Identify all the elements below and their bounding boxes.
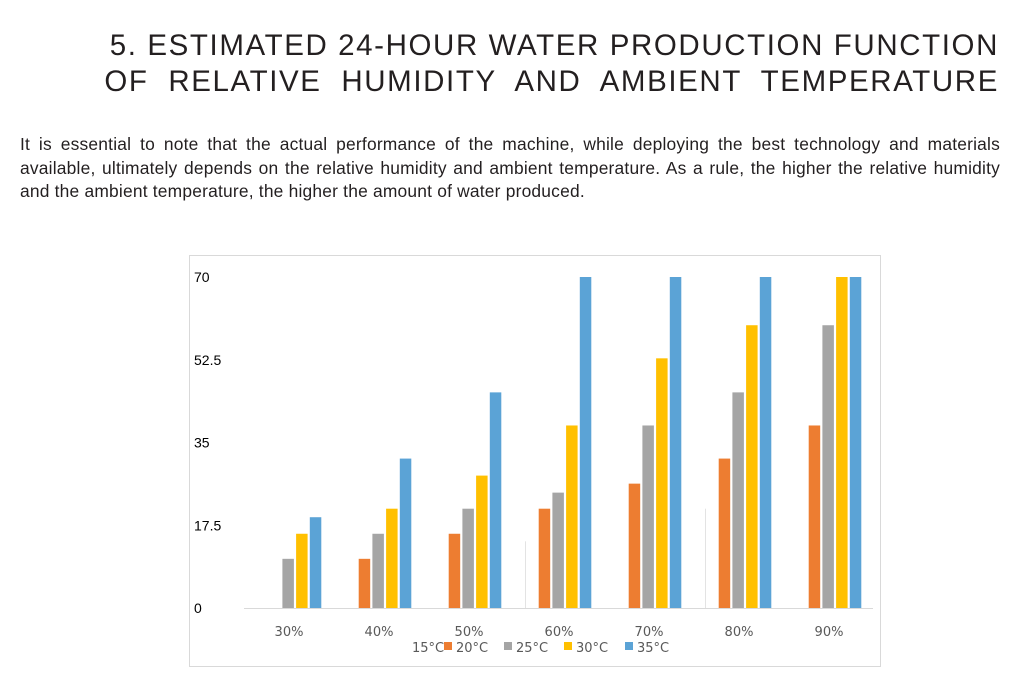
y-tick-label: 0 [194,600,202,616]
legend-label-25c: 25°C [516,641,548,656]
bar-25c-50pct [462,508,474,608]
bar-25c-40pct [372,533,384,608]
bar-25c-70pct [642,425,654,608]
bar-20c-50pct [448,533,461,608]
bar-20c-40pct [358,558,371,608]
legend-label-20c: 20°C [456,641,488,656]
x-tick-label: 60% [545,625,574,640]
bar-35c-70pct [669,277,682,608]
bar-30c-90pct [836,277,848,608]
bar-15c-80pct [705,508,706,608]
x-tick-label: 50% [455,625,484,640]
y-tick-label: 35 [194,435,210,451]
chart-svg: 0 17.5 35 52.5 70 30% 40% 50% 60% 70% 80% 90% 15°C 20… [194,269,873,656]
bar-35c-80pct [759,277,772,608]
bar-25c-30pct [282,558,294,608]
bar-35c-50pct [489,392,502,608]
legend-swatch-30c [564,642,572,650]
intro-paragraph: It is essential to note that the actual … [20,134,1000,201]
legend-swatch-25c [504,642,512,650]
legend-swatch-35c [625,642,633,650]
bar-30c-30pct [296,533,308,608]
x-tick-label: 80% [725,625,754,640]
bar-35c-30pct [309,517,322,608]
water-production-chart: 0 17.5 35 52.5 70 30% 40% 50% 60% 70% 80% 90% 15°C 20… [189,255,881,667]
bar-15c-60pct [525,541,526,608]
bar-35c-40pct [399,458,412,608]
bar-30c-60pct [566,425,578,608]
x-tick-label: 90% [815,625,844,640]
legend-swatch-20c [444,642,452,650]
y-tick-label: 70 [194,269,210,285]
bar-35c-60pct [579,277,592,608]
legend-label-15c: 15°C [412,641,444,656]
y-tick-label: 52.5 [194,352,221,368]
bar-20c-70pct [628,483,641,608]
bar-30c-40pct [386,508,398,608]
bar-20c-80pct [718,458,731,608]
bar-30c-50pct [476,475,488,608]
legend-label-30c: 30°C [576,641,608,656]
legend-label-35c: 35°C [637,641,669,656]
bar-25c-90pct [822,325,834,608]
y-tick-label: 17.5 [194,517,221,533]
heading-line-1: 5. ESTIMATED 24-HOUR WATER PRODUCTION FU… [109,29,999,62]
x-tick-label: 40% [365,625,394,640]
bar-25c-60pct [552,492,564,608]
bar-20c-60pct [538,508,551,608]
x-tick-label: 30% [275,625,304,640]
bar-20c-90pct [808,425,821,608]
section-heading: 5. ESTIMATED 24-HOUR WATER PRODUCTION FU… [104,28,999,100]
bar-35c-90pct [849,277,862,608]
x-tick-label: 70% [635,625,664,640]
bar-25c-80pct [732,392,744,608]
heading-line-2: OF RELATIVE HUMIDITY AND AMBIENT TEMPERA… [104,65,999,98]
bar-30c-70pct [656,358,668,608]
bar-30c-80pct [746,325,758,608]
